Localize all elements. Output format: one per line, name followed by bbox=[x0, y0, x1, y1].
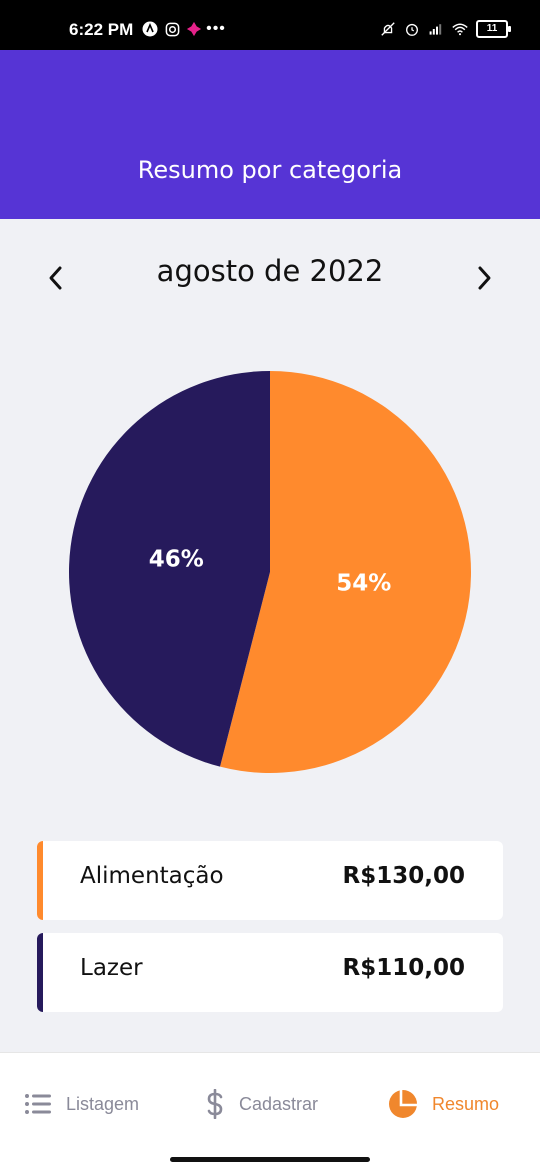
app-notification-icon bbox=[142, 21, 158, 37]
pie-slice-0 bbox=[220, 371, 471, 773]
mute-icon bbox=[380, 21, 396, 37]
chevron-left-icon bbox=[49, 266, 62, 290]
battery-indicator: 11 bbox=[476, 20, 511, 38]
previous-month-button[interactable] bbox=[36, 258, 76, 298]
category-pie-chart: 54% 46% bbox=[64, 366, 476, 778]
wifi-icon bbox=[452, 21, 468, 37]
legend-item-lazer[interactable]: Lazer R$110,00 bbox=[37, 933, 503, 1012]
category-legend: Alimentação R$130,00 Lazer R$110,00 bbox=[37, 841, 503, 1025]
chevron-right-icon bbox=[478, 266, 491, 290]
notification-icons: ••• bbox=[142, 20, 226, 37]
status-bar: 6:22 PM ••• 11 bbox=[0, 0, 540, 50]
system-icons: 11 bbox=[380, 20, 511, 38]
legend-item-alimentacao[interactable]: Alimentação R$130,00 bbox=[37, 841, 503, 920]
livelo-icon bbox=[186, 21, 202, 37]
pie-slice-label-0: 54% bbox=[336, 570, 391, 596]
tab-label: Resumo bbox=[432, 1093, 500, 1114]
home-indicator bbox=[170, 1157, 370, 1162]
tab-listagem[interactable]: Listagem bbox=[24, 1087, 139, 1121]
app-header: Resumo por categoria bbox=[0, 50, 540, 219]
bottom-tab-bar: Listagem Cadastrar Resumo bbox=[0, 1052, 540, 1171]
signal-icon bbox=[428, 21, 444, 37]
category-color-stripe bbox=[37, 841, 43, 920]
dollar-icon bbox=[207, 1089, 223, 1119]
alarm-icon bbox=[404, 21, 420, 37]
category-color-stripe bbox=[37, 933, 43, 1012]
pie-slice-1 bbox=[69, 371, 271, 767]
tab-label: Listagem bbox=[66, 1093, 140, 1114]
more-notifications-icon: ••• bbox=[206, 20, 226, 37]
category-amount: R$110,00 bbox=[342, 955, 465, 981]
instagram-icon bbox=[164, 21, 180, 37]
status-time: 6:22 PM bbox=[69, 20, 134, 39]
category-amount: R$130,00 bbox=[342, 863, 465, 889]
next-month-button[interactable] bbox=[464, 258, 504, 298]
pie-chart-svg: 54% 46% bbox=[69, 371, 471, 773]
page-title: Resumo por categoria bbox=[137, 156, 403, 184]
month-label: agosto de 2022 bbox=[156, 254, 384, 288]
pie-chart-icon bbox=[389, 1090, 417, 1118]
tab-resumo[interactable]: Resumo bbox=[388, 1087, 499, 1121]
pie-slice-label-1: 46% bbox=[149, 547, 204, 573]
tab-cadastrar[interactable]: Cadastrar bbox=[205, 1087, 318, 1121]
list-icon bbox=[25, 1094, 51, 1114]
tab-label: Cadastrar bbox=[239, 1093, 319, 1114]
month-selector: agosto de 2022 bbox=[0, 248, 540, 308]
category-name: Alimentação bbox=[80, 863, 224, 889]
category-name: Lazer bbox=[80, 955, 143, 981]
